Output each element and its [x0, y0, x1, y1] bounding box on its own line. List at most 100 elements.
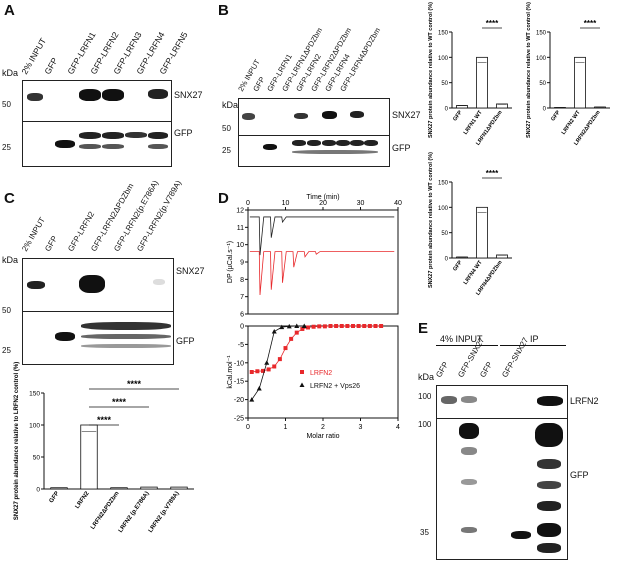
x-tick-label: 20 — [319, 200, 327, 207]
panel-a-snx27-blot — [22, 80, 172, 122]
y-axis-label: DP (µCal.s⁻¹) — [227, 241, 234, 283]
itc-raw-thermogram: 0 10 20 30 40 6 7 8 9 10 11 12 Time (min) DP (µCal.s⁻… — [227, 194, 402, 319]
panel-c-mw-50: 50 — [2, 306, 11, 315]
data-point — [373, 324, 378, 328]
y-tick-label: 150 — [536, 31, 547, 37]
y-tick-label: 0 — [240, 324, 244, 331]
panel-d-label: D — [218, 190, 229, 207]
panel-b-kda: kDa — [222, 100, 239, 110]
itc-binding-isotherm: 0 1 2 3 4 0 -5 -10 -15 -20 -25 Molar ratio kCal.mol⁻… — [227, 323, 400, 440]
x-tick-label: 0 — [246, 424, 250, 431]
category-label: LRFN4 WT — [463, 259, 484, 286]
y-tick-label: 150 — [438, 181, 449, 187]
bar — [456, 105, 468, 109]
y-tick-label: 0 — [543, 107, 547, 113]
panel-b-mw-25: 25 — [222, 146, 231, 155]
data-point — [277, 357, 282, 362]
data-point — [356, 324, 361, 328]
y-tick-label: -10 — [234, 360, 244, 367]
y-tick-label: 11 — [237, 225, 244, 232]
y-tick-label: 10 — [236, 242, 244, 249]
data-point — [271, 329, 277, 334]
data-point — [266, 367, 271, 372]
y-tick-label: 100 — [29, 423, 40, 430]
data-point — [322, 324, 327, 329]
legend-marker — [300, 370, 304, 374]
trace-lrfn2-vps26 — [249, 216, 395, 256]
y-tick-label: 150 — [438, 31, 449, 37]
lane-label: GFP — [478, 360, 495, 379]
panel-e-mw-100b: 100 — [418, 420, 432, 429]
panel-e-kda: kDa — [418, 372, 435, 382]
data-point — [345, 324, 350, 328]
panel-c-mw-25: 25 — [2, 346, 11, 355]
bar — [496, 254, 508, 259]
y-tick-label: -20 — [234, 397, 244, 404]
legend-label: LRFN2 + Vps26 — [310, 383, 360, 390]
data-point — [339, 324, 344, 328]
y-tick-label: 0 — [445, 107, 449, 113]
lane-label: GFP-SNX27 — [500, 335, 531, 379]
y-axis-label: SNX27 protein abundance relative to LRFN… — [14, 362, 20, 520]
data-point — [286, 323, 292, 329]
y-tick-label: 50 — [33, 455, 41, 462]
significance-label: **** — [112, 397, 127, 407]
bar — [80, 424, 98, 490]
x-axis-label: Molar ratio — [306, 433, 339, 440]
y-axis-label: SNX27 protein abundance relative to WT c… — [526, 2, 532, 138]
panel-c-snx27-blot — [22, 258, 174, 312]
significance-label: **** — [486, 169, 499, 178]
data-point — [255, 369, 260, 374]
data-point — [249, 397, 255, 402]
data-point — [294, 330, 299, 335]
x-axis-label: Time (min) — [306, 194, 339, 201]
panel-e-mw-100a: 100 — [418, 392, 432, 401]
y-tick-label: 50 — [539, 81, 546, 87]
data-point — [317, 324, 322, 329]
y-tick-label: 12 — [236, 208, 244, 215]
data-point — [328, 324, 333, 328]
data-point — [301, 323, 307, 328]
data-point — [261, 368, 265, 373]
legend-label: LRFN2 — [310, 370, 332, 377]
y-axis-label: SNX27 protein abundance relative to WT c… — [428, 152, 434, 288]
panel-e-label: E — [418, 320, 429, 337]
data-point — [334, 324, 339, 328]
series-line — [251, 325, 382, 373]
data-point — [362, 324, 367, 328]
category-label: LRFN1 WT — [463, 109, 484, 136]
significance-label: **** — [486, 19, 499, 28]
panel-a-gfp-label: GFP — [174, 128, 193, 138]
x-tick-label: 40 — [394, 200, 402, 207]
y-tick-label: 100 — [536, 56, 547, 62]
panel-b-snx27-label: SNX27 — [392, 110, 421, 120]
panel-e-ip-group: IP — [530, 334, 539, 344]
x-tick-label: 2 — [321, 424, 325, 431]
data-point — [300, 326, 305, 331]
data-point — [256, 386, 262, 391]
bar — [476, 56, 488, 109]
y-tick-label: 8 — [240, 277, 244, 284]
lane-label: GFP — [434, 360, 451, 379]
category-label: LRFN2 (p.E786A) — [118, 491, 151, 534]
panel-c-label: C — [4, 190, 15, 207]
panel-b-gfp-blot — [238, 135, 390, 167]
data-point — [289, 336, 294, 341]
lane-label: GFP — [42, 55, 60, 76]
data-point — [279, 324, 285, 330]
data-point — [272, 364, 277, 369]
category-label: LRFN2 — [75, 490, 91, 510]
category-label: LRFN2 WT — [561, 109, 582, 136]
y-axis-label: SNX27 protein abundance relative to WT c… — [428, 2, 434, 138]
x-tick-label: 1 — [284, 424, 288, 431]
panel-c-snx27-label: SNX27 — [176, 266, 205, 276]
y-axis-label: kCal.mol⁻¹ — [227, 355, 234, 389]
panel-b-snx27-blot — [238, 98, 390, 136]
data-point — [264, 360, 270, 365]
y-tick-label: 100 — [438, 56, 449, 62]
panel-b-label: B — [218, 2, 229, 19]
data-point — [306, 325, 310, 330]
